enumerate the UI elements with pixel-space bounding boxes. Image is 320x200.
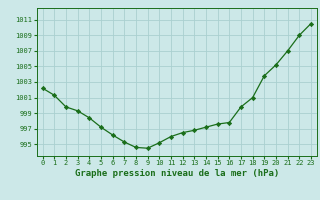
X-axis label: Graphe pression niveau de la mer (hPa): Graphe pression niveau de la mer (hPa) <box>75 169 279 178</box>
